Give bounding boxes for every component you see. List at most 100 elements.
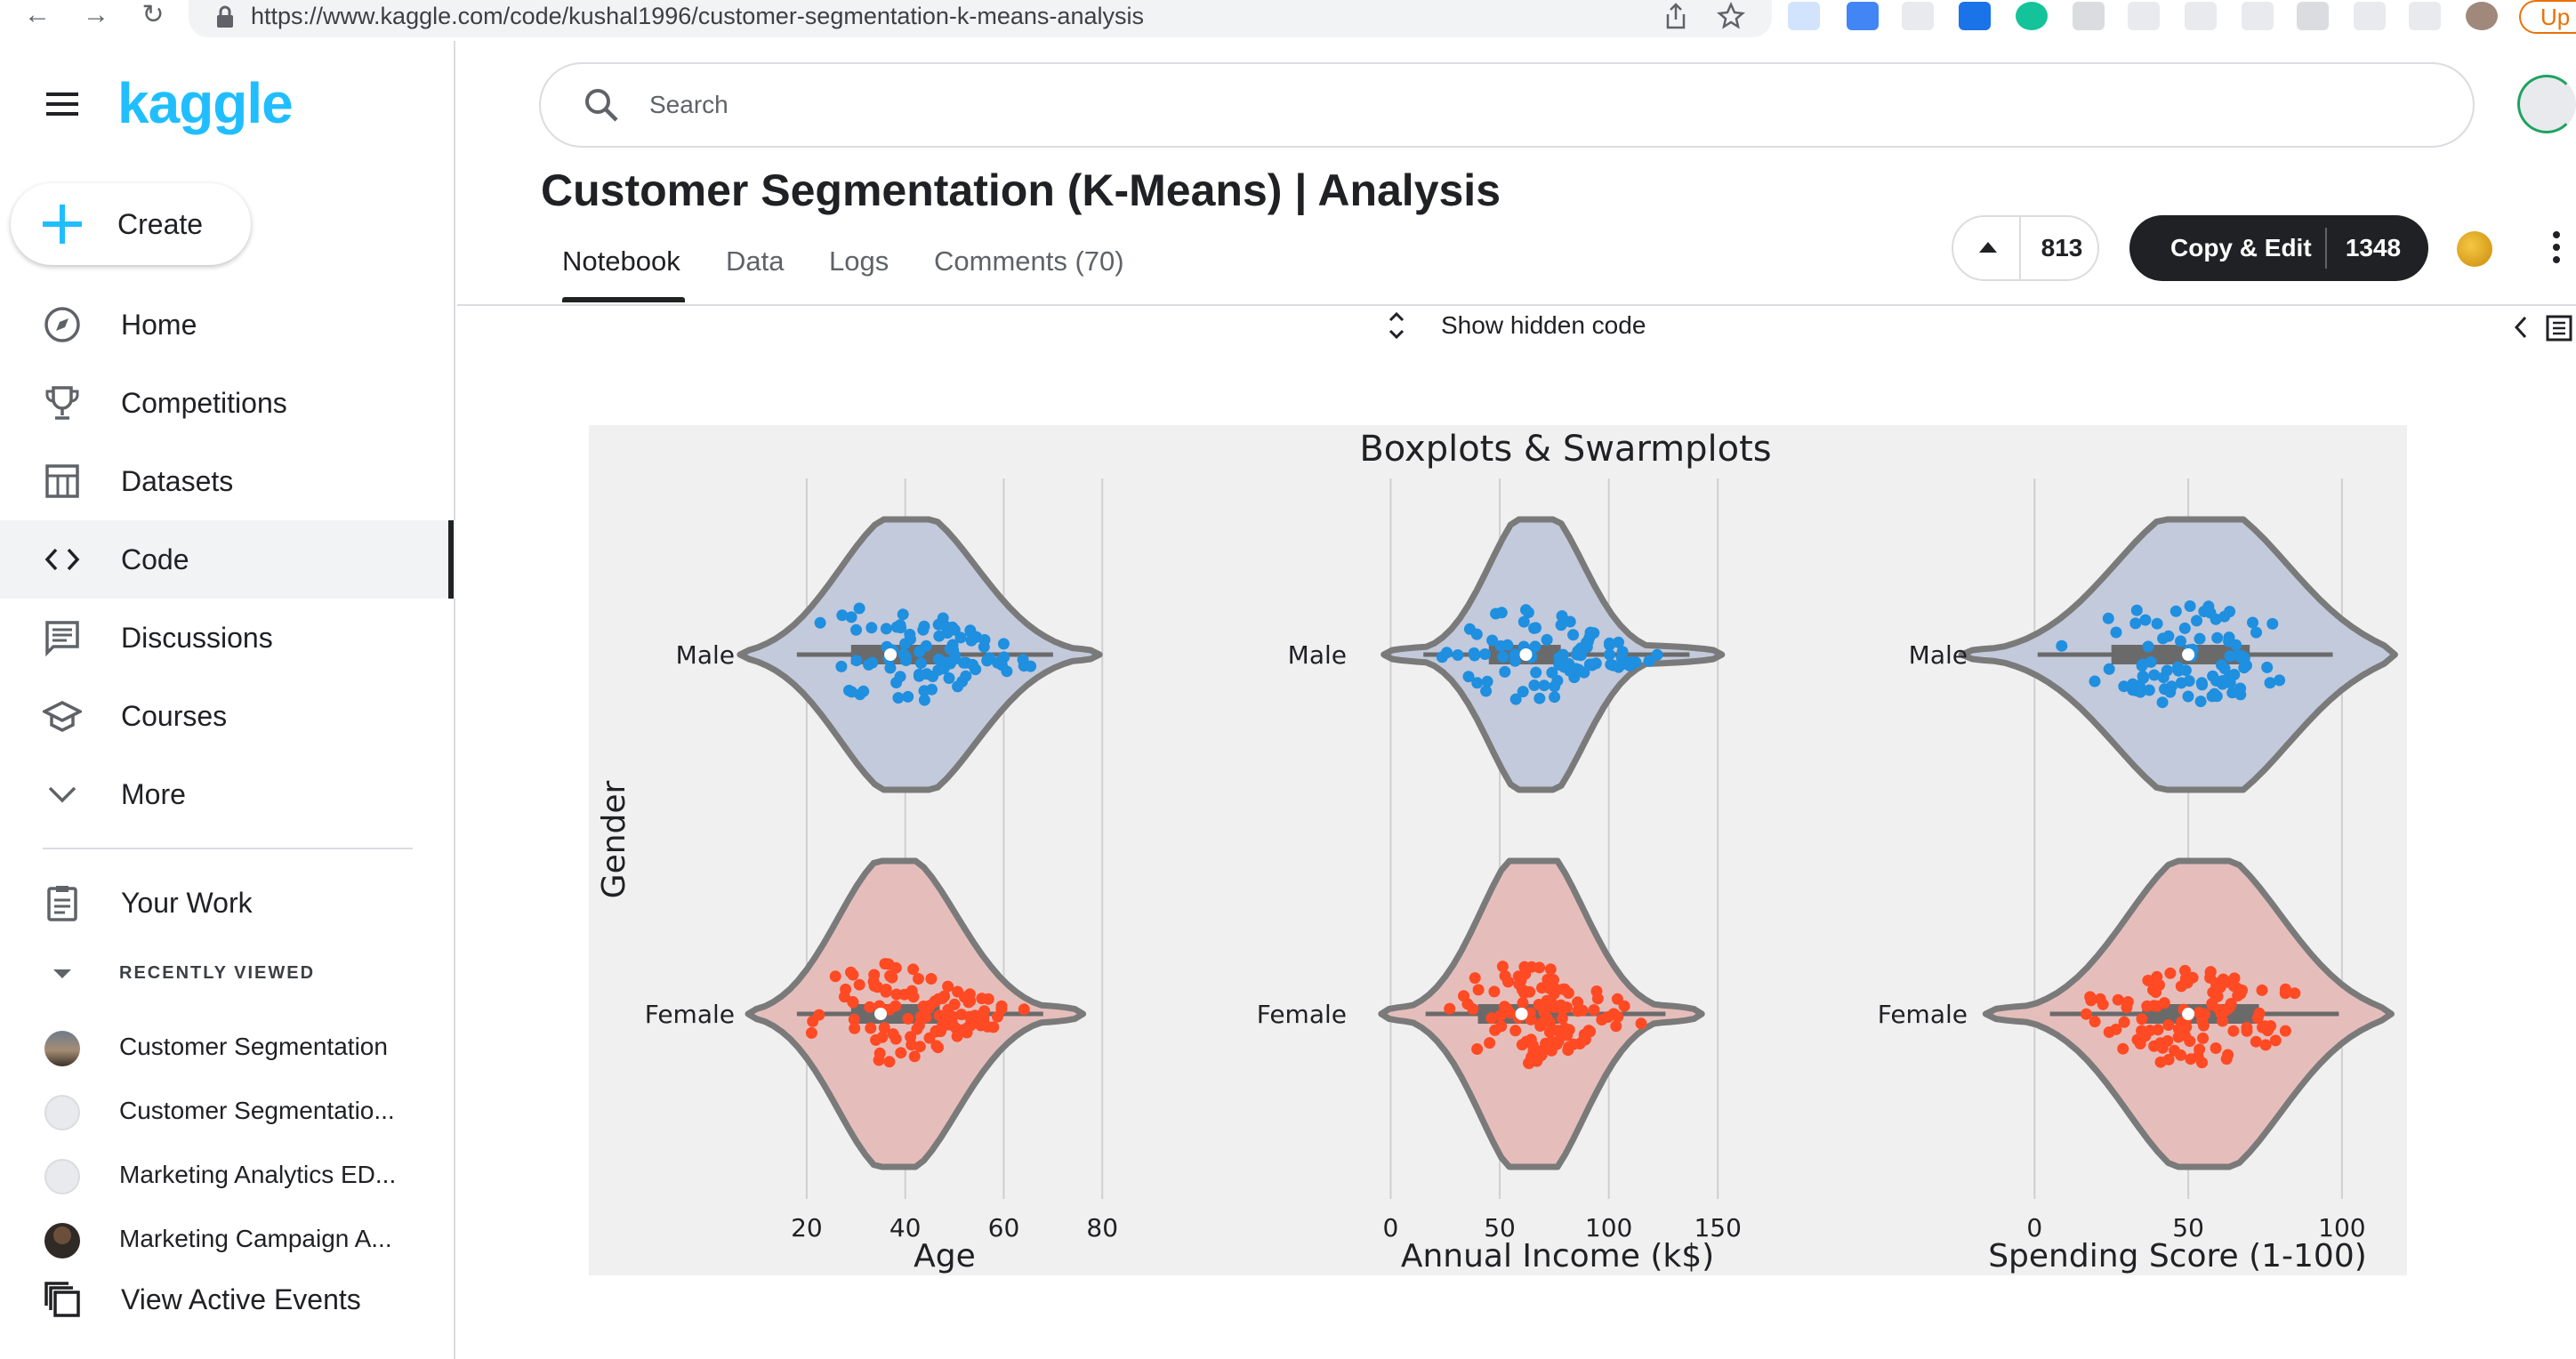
extension-icon[interactable] — [1959, 2, 1991, 30]
swarm-point — [917, 623, 930, 636]
swarm-point — [2264, 677, 2276, 689]
upvote-button[interactable]: 813 — [1952, 215, 2099, 281]
swarm-point — [2102, 612, 2114, 624]
plus-icon — [43, 205, 82, 244]
swarm-point — [1590, 657, 1602, 670]
kaggle-logo[interactable]: kaggle — [117, 71, 294, 135]
back-icon[interactable]: ← — [24, 0, 51, 29]
flag-icon[interactable] — [2128, 2, 2160, 30]
swarm-point — [898, 647, 910, 660]
share-icon[interactable] — [1663, 2, 1688, 30]
sidebar-item-datasets[interactable]: Datasets — [0, 442, 455, 520]
swarm-point — [1517, 686, 1529, 698]
sidebar-item-competitions[interactable]: Competitions — [0, 364, 455, 442]
swarm-point — [2103, 663, 2115, 675]
swarm-point — [1538, 680, 1550, 692]
hamburger-menu-icon[interactable] — [44, 91, 80, 117]
swarm-point — [2274, 674, 2286, 687]
reload-icon[interactable]: ↻ — [141, 0, 165, 29]
sidebar-item-label: Courses — [121, 700, 228, 732]
more-vertical-icon[interactable] — [2551, 229, 2562, 265]
search-bar[interactable]: Search — [539, 62, 2475, 148]
recent-item[interactable]: Marketing Campaign A... — [0, 1207, 455, 1271]
swarm-point — [2154, 1056, 2167, 1068]
swarm-point — [2118, 680, 2130, 693]
notebook-thumbnail — [44, 1095, 80, 1130]
swarm-point — [915, 657, 927, 670]
extension-icon[interactable] — [1847, 2, 1879, 30]
bookmark-star-icon[interactable] — [1717, 2, 1745, 30]
swarm-point — [850, 623, 862, 636]
sidebar-item-code[interactable]: Code — [0, 520, 455, 599]
sidebar-item-discussions[interactable]: Discussions — [0, 599, 455, 677]
chevron-down-icon — [48, 786, 76, 803]
swarm-point — [2232, 990, 2244, 1001]
reading-list-icon[interactable] — [2354, 2, 2386, 30]
extension-icon[interactable] — [1902, 2, 1934, 30]
swarm-point — [1517, 615, 1530, 628]
swarm-point — [2056, 639, 2068, 652]
recent-item[interactable]: Customer Segmentatio... — [0, 1079, 455, 1143]
upvote-triangle-icon — [1979, 242, 1997, 253]
swarm-point — [1520, 1035, 1533, 1048]
swarm-point — [2224, 677, 2236, 689]
chevron-left-icon[interactable] — [2512, 313, 2530, 342]
user-avatar[interactable] — [2517, 75, 2576, 133]
median-marker — [884, 648, 898, 661]
swarm-point — [2169, 605, 2182, 617]
extension-icon[interactable] — [1788, 2, 1820, 30]
swarm-point — [1541, 1012, 1553, 1024]
swarm-point — [2192, 1050, 2204, 1063]
forward-icon[interactable]: → — [83, 0, 109, 29]
sidebar-item-your-work[interactable]: Your Work — [0, 864, 455, 942]
gold-medal-icon[interactable] — [2457, 231, 2492, 267]
x-tick-label: 100 — [2318, 1213, 2365, 1242]
swarm-point — [2142, 974, 2154, 986]
sidebar-item-courses[interactable]: Courses — [0, 677, 455, 755]
y-axis-label: Gender — [596, 780, 632, 898]
address-bar[interactable]: https://www.kaggle.com/code/kushal1996/c… — [189, 0, 1772, 37]
sidepanel-icon[interactable] — [2409, 2, 2441, 30]
swarm-point — [1549, 691, 1561, 704]
extension-icon[interactable] — [2073, 2, 2105, 30]
collapse-triangle-icon[interactable] — [53, 968, 71, 980]
recent-item[interactable]: Marketing Analytics ED... — [0, 1143, 455, 1207]
sidebar-item-view-active-events[interactable]: View Active Events — [0, 1260, 455, 1339]
search-input[interactable]: Search — [649, 91, 729, 118]
puzzle-icon[interactable] — [2297, 2, 2329, 30]
update-button[interactable]: Up — [2519, 0, 2576, 34]
swarm-point — [2223, 635, 2235, 647]
swarm-point — [845, 611, 857, 623]
swarm-point — [1462, 671, 1475, 683]
profile-avatar[interactable] — [2466, 2, 2498, 30]
copy-edit-button[interactable]: Copy & Edit 1348 — [2129, 215, 2428, 281]
swarm-point — [1556, 1012, 1568, 1025]
sidebar-item-home[interactable]: Home — [0, 285, 455, 364]
table-of-contents-icon[interactable] — [2546, 315, 2572, 342]
tab-comments[interactable]: Comments (70) — [934, 245, 1124, 277]
swarm-point — [840, 983, 852, 995]
swarm-point — [1472, 984, 1485, 996]
swarm-point — [946, 1017, 958, 1029]
swarm-point — [2162, 1019, 2175, 1031]
tab-data[interactable]: Data — [726, 245, 785, 277]
swarm-point — [2199, 1008, 2211, 1020]
swarm-point — [2194, 696, 2207, 708]
swarm-point — [1613, 636, 1624, 648]
swarm-point — [845, 966, 857, 978]
grammarly-icon[interactable] — [2016, 2, 2048, 30]
extension-icon[interactable] — [2242, 2, 2274, 30]
sidebar-item-more[interactable]: More — [0, 755, 455, 833]
tab-logs[interactable]: Logs — [829, 245, 890, 277]
swarm-point — [2080, 1008, 2092, 1020]
swarm-point — [1527, 1048, 1540, 1060]
swarm-point — [1543, 1026, 1556, 1038]
recent-item[interactable]: Customer Segmentation — [0, 1015, 455, 1079]
create-button[interactable]: Create — [11, 183, 251, 265]
extension-icon[interactable] — [2185, 2, 2217, 30]
swarm-point — [2156, 1041, 2169, 1054]
tab-notebook[interactable]: Notebook — [562, 245, 680, 277]
swarm-point — [1572, 996, 1584, 1009]
swarm-point — [2250, 1035, 2262, 1048]
swarm-point — [1467, 1003, 1479, 1015]
